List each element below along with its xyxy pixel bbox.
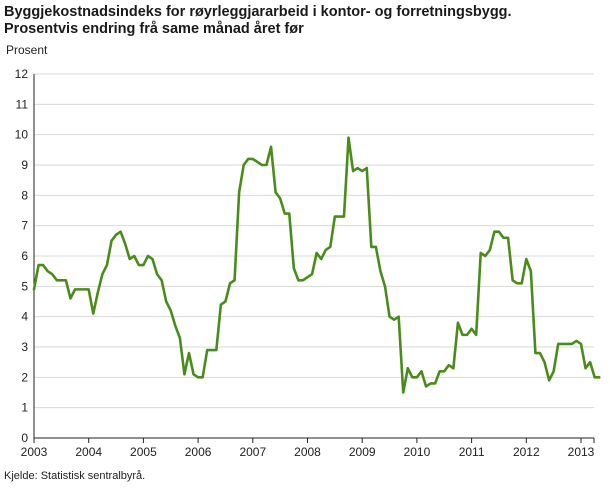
y-tick-label: 9 [21,158,28,172]
y-tick-label: 11 [16,97,29,111]
series-line [32,136,601,394]
y-tick-label: 7 [21,219,28,233]
y-tick-label: 2 [21,370,28,384]
y-tick-label: 8 [21,188,28,202]
y-tick-label: 1 [21,401,28,415]
series-group [32,136,601,394]
y-tick-label: 3 [21,340,28,354]
x-tick-label: 2010 [404,445,431,459]
y-tick-label: 0 [21,431,28,445]
x-tick-label: 2004 [75,445,102,459]
x-axis: 2003 2004 2005 2006 2007 2008 2009 2010 2011 2012… [21,74,595,459]
x-tick-label: 2003 [21,445,48,459]
y-tick-label: 5 [21,279,28,293]
x-tick-label: 2008 [294,445,321,459]
y-axis-label: Prosent [6,43,48,57]
y-tick-label: 6 [21,249,28,263]
x-tick-label: 2005 [130,445,157,459]
x-tick-label: 2013 [568,445,595,459]
y-tick-label: 4 [21,310,28,324]
source-note: Kjelde: Statistisk sentralbyrå. [4,470,146,482]
chart-title: Byggjekostnadsindeks for røyrleggjararbe… [4,4,512,20]
chart-subtitle: Prosentvis endring frå same månad året f… [4,21,304,37]
x-tick-label: 2011 [459,445,485,459]
grid-lines [34,73,594,409]
x-tick-label: 2009 [349,445,376,459]
y-tick-label: 10 [15,128,29,142]
x-tick-label: 2006 [185,445,212,459]
x-tick-label: 2012 [513,445,540,459]
y-tick-label: 12 [15,67,29,81]
x-tick-label: 2007 [239,445,266,459]
